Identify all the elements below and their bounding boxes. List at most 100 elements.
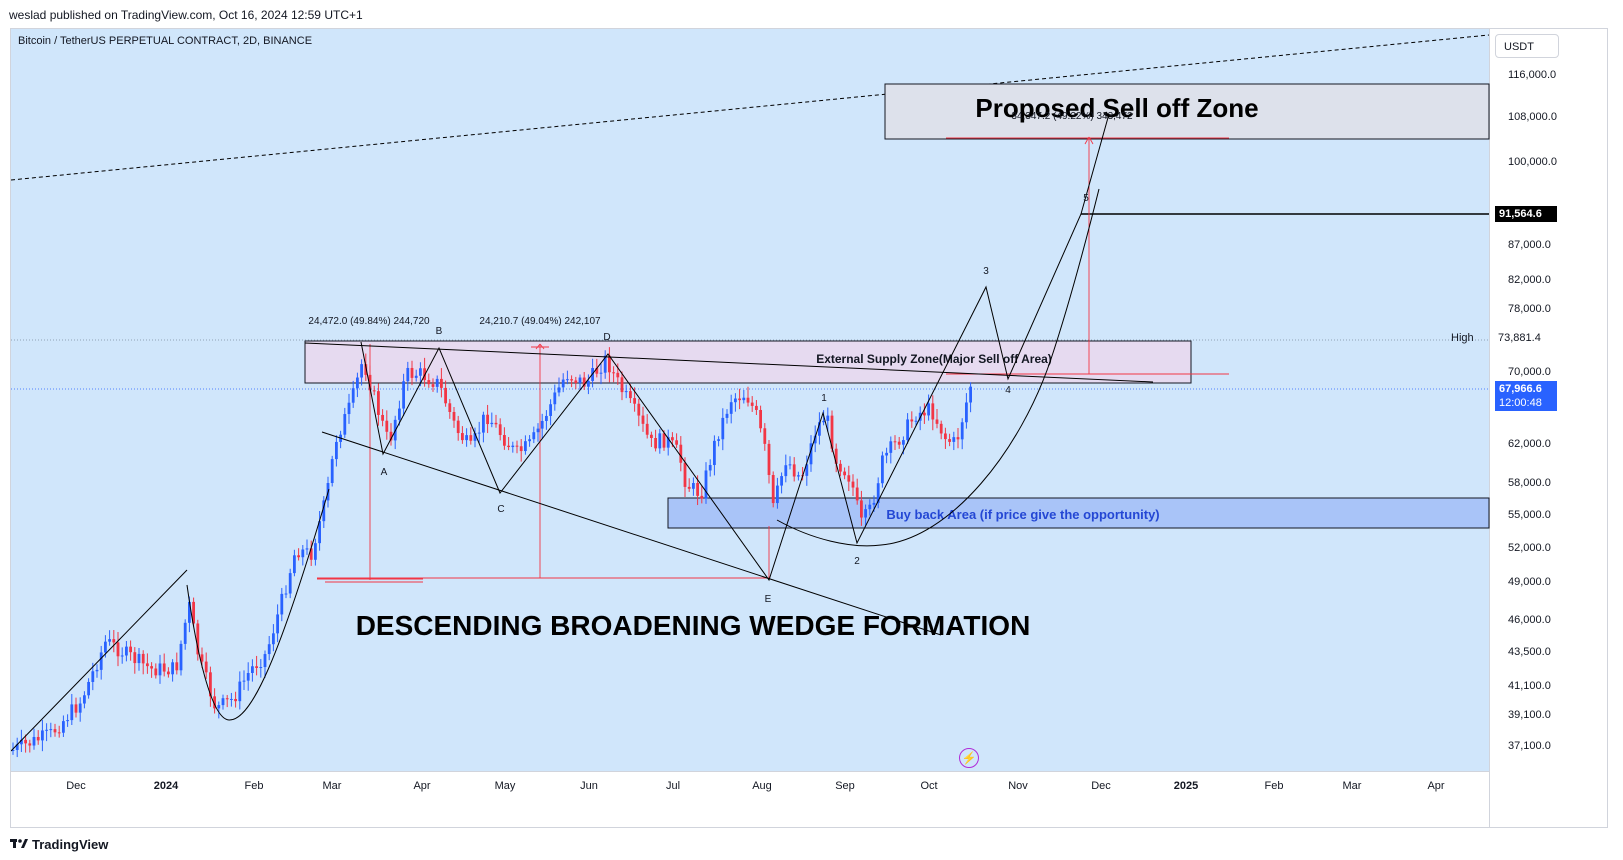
candle-body: [797, 475, 800, 477]
price-tick-label: 116,000.0: [1508, 69, 1556, 81]
candle-body: [923, 412, 926, 416]
candle-body: [461, 433, 464, 441]
candle-body: [595, 368, 599, 374]
price-tick-label: 100,000.0: [1508, 156, 1557, 168]
candle-body: [574, 380, 578, 384]
candle-body: [725, 413, 729, 418]
measure-label-2: 24,210.7 (49.04%) 242,107: [479, 316, 601, 327]
candle-body: [200, 654, 204, 662]
price-axis-labels: 116,000.0 108,000.0 100,000.0 87,000.0 82,00…: [1508, 69, 1557, 752]
tradingview-brand[interactable]: TradingView: [32, 837, 109, 852]
candle-body: [322, 500, 326, 522]
candle-body: [74, 704, 78, 713]
candle-body: [209, 672, 212, 697]
candle-body: [629, 391, 632, 399]
candle-body: [788, 464, 792, 466]
candle-body: [482, 414, 485, 433]
candle-body: [154, 668, 158, 676]
candle-body: [633, 398, 636, 404]
candle-body: [91, 671, 95, 682]
candle-body: [57, 732, 61, 734]
candle-body: [83, 695, 86, 704]
currency-button[interactable]: USDT: [1495, 34, 1559, 58]
candle-body: [477, 432, 481, 434]
candle-body: [276, 614, 279, 634]
candle-body: [713, 440, 716, 466]
candle-body: [532, 432, 536, 440]
candle-body: [839, 463, 842, 472]
plot-area[interactable]: [11, 29, 1489, 771]
candle-body: [813, 435, 817, 444]
candle-body: [822, 420, 825, 423]
lightning-icon[interactable]: ⚡: [959, 748, 979, 768]
candle-body: [473, 433, 477, 441]
sell-zone-label: Proposed Sell off Zone: [975, 93, 1258, 123]
candle-body: [650, 434, 653, 439]
candle-body: [284, 593, 288, 595]
candle-body: [834, 448, 838, 464]
candle-body: [347, 402, 351, 415]
buy-back-zone[interactable]: [667, 497, 1490, 529]
candle-body: [830, 415, 834, 449]
candle-body: [620, 377, 624, 393]
wave-label-5: 5: [1083, 193, 1089, 204]
candle-body: [183, 622, 187, 644]
tradingview-logo-icon: [10, 839, 28, 848]
candle-body: [763, 428, 767, 444]
candle-body: [288, 573, 292, 594]
price-tick-label: 37,100.0: [1508, 740, 1551, 752]
candle-body: [192, 601, 195, 624]
candle-body: [809, 443, 813, 465]
candle-body: [750, 402, 754, 406]
candle-body: [238, 681, 242, 702]
candle-body: [53, 729, 57, 733]
candle-body: [351, 388, 355, 403]
candle-body: [784, 465, 788, 477]
candle-body: [645, 423, 649, 435]
candle-body: [717, 439, 720, 441]
price-tick-label: 46,000.0: [1508, 614, 1551, 626]
time-axis[interactable]: [11, 771, 1489, 827]
time-tick-label: Mar: [1343, 780, 1362, 792]
candle-body: [11, 749, 15, 751]
candle-body: [305, 548, 309, 550]
candle-body: [939, 423, 943, 434]
candle-body: [87, 681, 90, 696]
long-trendline[interactable]: [11, 34, 1490, 181]
price-axis[interactable]: [1490, 29, 1607, 827]
candle-body: [162, 663, 166, 672]
candle-body: [503, 435, 506, 446]
supply-zone[interactable]: [304, 340, 1192, 384]
candle-body: [847, 475, 851, 482]
candle-body: [427, 380, 431, 385]
candle-body: [242, 680, 246, 682]
candle-body: [679, 444, 683, 463]
sell-zone-measure: 34,347.2 (49.22%) 343,472: [1011, 111, 1133, 122]
target-price-tag: 91,564.6: [1495, 206, 1557, 222]
candle-body: [137, 653, 141, 664]
chart-container[interactable]: 116,000.0 108,000.0 100,000.0 87,000.0 82,00…: [10, 28, 1608, 828]
time-tick-label: Nov: [1008, 780, 1028, 792]
time-tick-label: 2024: [154, 780, 179, 792]
sell-off-zone[interactable]: [884, 83, 1490, 140]
symbol-title[interactable]: Bitcoin / TetherUS PERPETUAL CONTRACT, 2…: [18, 35, 313, 47]
buy-zone-label: Buy back Area (if price give the opportu…: [886, 507, 1159, 522]
candle-body: [372, 390, 376, 392]
candle-body: [431, 384, 435, 387]
time-tick-label: 2025: [1174, 780, 1198, 792]
cup-curve-left: [186, 488, 330, 721]
attribution-text: weslad published on TradingView.com, Oct…: [9, 8, 363, 22]
candle-body: [872, 502, 876, 505]
footer: TradingView: [10, 828, 310, 858]
candle-body: [956, 437, 960, 440]
chart-canvas[interactable]: 116,000.0 108,000.0 100,000.0 87,000.0 82,00…: [11, 29, 1607, 827]
candle-body: [897, 441, 901, 445]
time-tick-label: Feb: [1265, 780, 1284, 792]
candle-body: [960, 422, 964, 440]
candle-body: [410, 367, 414, 378]
candle-body: [141, 653, 145, 664]
candle-body: [826, 415, 830, 421]
candle-body: [494, 422, 498, 425]
candle-body: [314, 543, 317, 560]
candle-body: [662, 433, 666, 448]
